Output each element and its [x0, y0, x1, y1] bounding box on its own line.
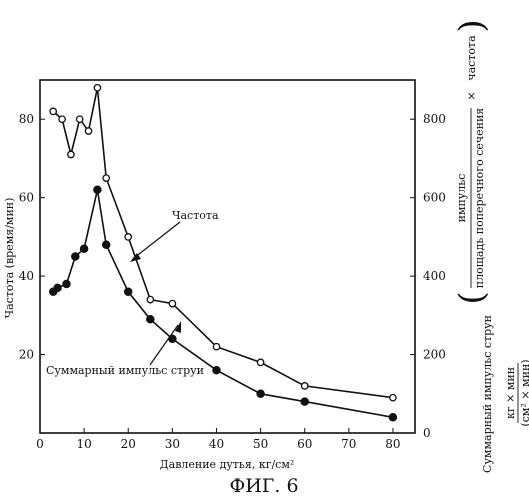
right-title-numerator: импульс	[455, 174, 468, 223]
annotation-arrow-frequency	[134, 222, 180, 258]
data-point-frequency	[94, 85, 100, 91]
data-point-impulse	[389, 414, 396, 421]
data-point-impulse	[94, 186, 101, 193]
data-point-frequency	[257, 359, 263, 365]
y-tick-label-left: 80	[19, 112, 34, 126]
right-title-unit-denominator: (см² × мин)	[519, 359, 529, 426]
right-title-open-paren: (	[452, 291, 492, 304]
data-point-frequency	[68, 151, 74, 157]
y-tick-label-right: 400	[423, 269, 446, 283]
data-point-impulse	[125, 288, 132, 295]
x-axis-title: Давление дутья, кг/см²	[160, 458, 295, 471]
data-point-impulse	[213, 367, 220, 374]
x-tick-label: 70	[341, 437, 356, 451]
x-tick-label: 80	[385, 437, 400, 451]
data-point-impulse	[72, 253, 79, 260]
data-point-impulse	[169, 335, 176, 342]
data-point-frequency	[169, 300, 175, 306]
annotation-frequency: Частота	[172, 209, 219, 222]
right-title-times: ×	[465, 91, 478, 100]
data-point-frequency	[125, 234, 131, 240]
right-title-unit-numerator: кг × мин	[504, 367, 517, 419]
right-title-prefix: Суммарный импульс струн	[481, 315, 494, 473]
data-point-impulse	[257, 390, 264, 397]
data-point-impulse	[54, 284, 61, 291]
data-point-impulse	[81, 245, 88, 252]
plot-frame	[40, 80, 415, 433]
x-tick-label: 0	[36, 437, 44, 451]
x-tick-label: 10	[76, 437, 91, 451]
y-tick-label-right: 800	[423, 112, 446, 126]
data-point-frequency	[147, 296, 153, 302]
data-point-frequency	[213, 344, 219, 350]
x-tick-label: 30	[165, 437, 180, 451]
figure-label: ФИГ. 6	[229, 475, 298, 497]
data-point-frequency	[390, 395, 396, 401]
data-point-impulse	[63, 280, 70, 287]
y-axis-title-left: Частота (время/мин)	[3, 198, 16, 319]
y-tick-label-left: 60	[19, 191, 34, 205]
y-tick-label-left: 20	[19, 348, 34, 362]
x-tick-label: 20	[121, 437, 136, 451]
data-point-frequency	[59, 116, 65, 122]
y-tick-label-left: 40	[19, 269, 34, 283]
data-point-frequency	[302, 383, 308, 389]
x-tick-label: 50	[253, 437, 268, 451]
annotation-impulse: Суммарный импульс струи	[46, 364, 204, 377]
x-tick-label: 40	[209, 437, 224, 451]
right-title-close-paren: )	[452, 19, 492, 32]
right-title-denominator: площадь поперечного сечения	[473, 108, 486, 289]
data-point-impulse	[147, 316, 154, 323]
data-point-frequency	[85, 128, 91, 134]
data-point-frequency	[77, 116, 83, 122]
y-tick-label-right: 600	[423, 191, 446, 205]
data-point-impulse	[103, 241, 110, 248]
data-point-frequency	[103, 175, 109, 181]
series-line-impulse	[53, 190, 393, 417]
data-point-frequency	[50, 108, 56, 114]
y-tick-label-right: 0	[423, 426, 431, 440]
y-tick-label-right: 200	[423, 348, 446, 362]
y-axis-title-right: Суммарный импульс струн ( импульс площад…	[452, 19, 529, 473]
right-title-factor: частота	[465, 35, 478, 81]
x-tick-label: 60	[297, 437, 312, 451]
data-point-impulse	[301, 398, 308, 405]
